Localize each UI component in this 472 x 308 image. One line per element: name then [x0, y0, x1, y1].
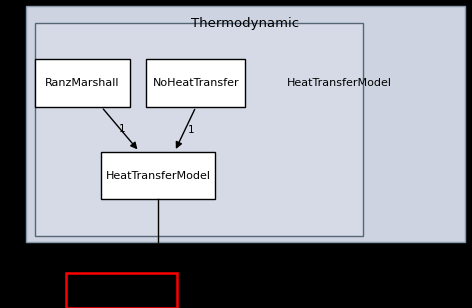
Bar: [35, 59, 130, 107]
Text: 1: 1: [188, 125, 194, 135]
Bar: [101, 152, 215, 200]
Bar: [146, 59, 245, 107]
Text: HeatTransferModel: HeatTransferModel: [287, 78, 392, 88]
Text: RanzMarshall: RanzMarshall: [45, 78, 120, 88]
Bar: [35, 23, 363, 236]
Bar: [26, 6, 465, 242]
Text: NoHeatTransfer: NoHeatTransfer: [152, 78, 239, 88]
Text: Thermodynamic: Thermodynamic: [191, 17, 300, 30]
Text: 1: 1: [118, 124, 125, 134]
Text: HeatTransferModel: HeatTransferModel: [106, 171, 211, 180]
Bar: [66, 273, 177, 308]
